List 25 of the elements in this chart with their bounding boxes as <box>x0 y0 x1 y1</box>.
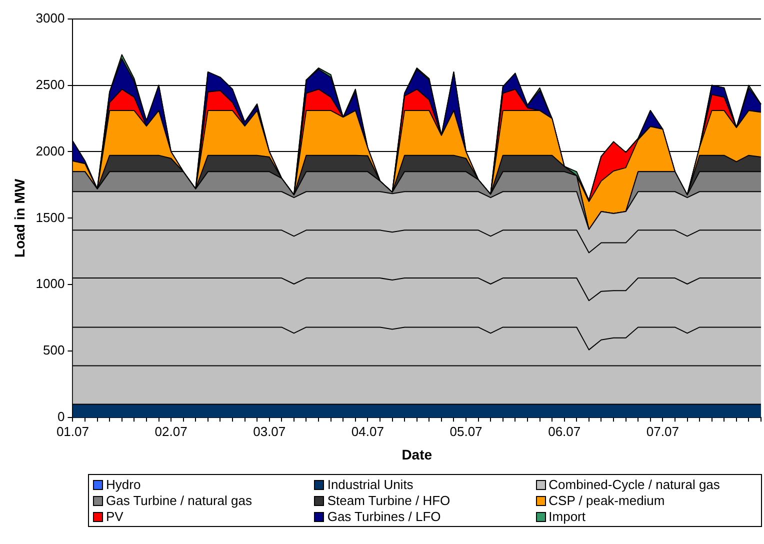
x-tick-label: 01.07 <box>56 424 89 439</box>
x-tick-label: 04.07 <box>351 424 384 439</box>
x-tick-label: 03.07 <box>253 424 286 439</box>
x-tick-label: 05.07 <box>450 424 482 439</box>
legend-label: Steam Turbine / HFO <box>327 493 450 508</box>
legend-label: Import <box>548 509 586 524</box>
legend-label: CSP / peak-medium <box>548 493 665 508</box>
legend-label: Gas Turbines / LFO <box>327 509 441 524</box>
y-tick-label: 1000 <box>36 276 65 292</box>
y-tick-label: 0 <box>57 409 65 424</box>
x-tick-label: 07.07 <box>646 424 679 439</box>
legend-label: Gas Turbine / natural gas <box>106 493 252 508</box>
legend-label: PV <box>106 509 124 524</box>
y-tick-label: 500 <box>43 342 65 358</box>
legend-label: Combined-Cycle / natural gas <box>548 477 720 492</box>
y-tick-label: 1500 <box>36 210 65 225</box>
legend-label: Hydro <box>106 477 141 492</box>
x-axis-title: Date <box>402 446 432 462</box>
y-tick-label: 2000 <box>36 143 65 158</box>
y-tick-label: 2500 <box>36 76 65 92</box>
x-tick-label: 06.07 <box>548 424 581 439</box>
y-tick-label: 3000 <box>36 10 65 26</box>
legend-label: Industrial Units <box>327 477 414 492</box>
y-axis-title: Load in MW <box>11 178 28 258</box>
x-tick-label: 02.07 <box>154 424 188 439</box>
